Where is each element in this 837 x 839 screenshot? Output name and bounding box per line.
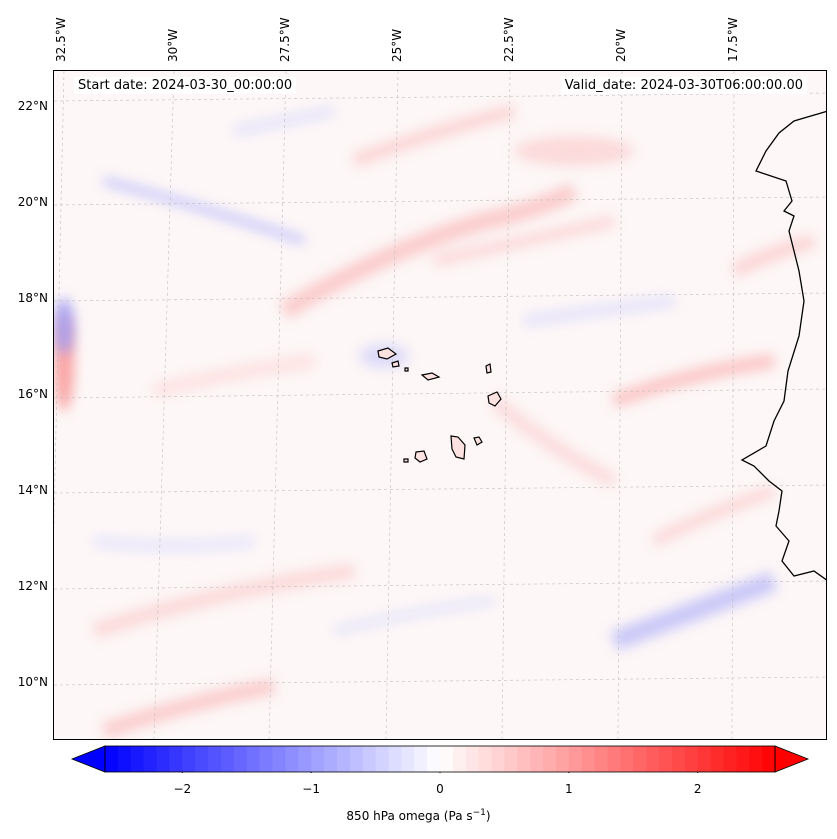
longitude-label: 17.5°W (726, 17, 740, 62)
omega-field-map (54, 71, 826, 739)
colorbar-cell (671, 746, 686, 772)
colorbar-cell (659, 746, 673, 772)
colorbar-cell (684, 746, 699, 772)
cape-verde-islands (377, 347, 502, 463)
colorbar-cell (324, 746, 338, 772)
colorbar-cell (555, 746, 570, 772)
colorbar-cell (362, 746, 377, 772)
colorbar-tick-label: 2 (693, 782, 702, 796)
latitude-label: 20°N (17, 195, 48, 209)
africa-coastline (740, 110, 826, 581)
colorbar-cell (478, 746, 493, 772)
colorbar-cell (182, 746, 196, 772)
colorbar-min-extension (70, 745, 106, 773)
colorbar-cell (697, 746, 712, 772)
colorbar-cell (530, 746, 544, 772)
map-panel (53, 70, 827, 740)
colorbar-cell (336, 746, 351, 772)
colorbar-cell (233, 746, 248, 772)
latitude-label: 18°N (17, 291, 48, 305)
colorbar-cell (710, 746, 724, 772)
negative-omega-areas (54, 105, 778, 651)
valid-date-label: Valid_date: 2024-03-30T06:00:00.00 (560, 77, 807, 94)
field-background (54, 71, 826, 739)
colorbar-cell (568, 746, 583, 772)
colorbar-cell (208, 746, 222, 772)
colorbar-cell (749, 746, 763, 772)
colorbar-tickmarks (181, 772, 699, 773)
colorbar-cell (440, 746, 454, 772)
colorbar-cell (388, 746, 402, 772)
start-date-label: Start date: 2024-03-30_00:00:00 (74, 77, 297, 94)
colorbar-cell (633, 746, 647, 772)
colorbar-cell (581, 746, 596, 772)
colorbar-cell (452, 746, 467, 772)
positive-omega-areas (54, 104, 816, 739)
colorbar-cell (427, 746, 441, 772)
colorbar-cell (491, 746, 505, 772)
colorbar-cell (723, 746, 737, 772)
colorbar-tick-label: 0 (436, 782, 444, 796)
latitude-label: 12°N (17, 579, 48, 593)
colorbar-label-exponent: −1 (472, 808, 486, 818)
longitude-label: 20°W (614, 28, 628, 62)
colorbar-cell (246, 746, 261, 772)
colorbar-cell (517, 746, 531, 772)
colorbar-cell (311, 746, 325, 772)
colorbar-cell (620, 746, 634, 772)
colorbar-cell (646, 746, 660, 772)
colorbar-label-suffix: ) (485, 809, 491, 823)
colorbar-cell (349, 746, 364, 772)
colorbar-label: 850 hPa omega (Pa s−1) (0, 808, 837, 823)
colorbar-cell (117, 746, 132, 772)
colorbar (70, 745, 810, 773)
colorbar-cell (130, 746, 145, 772)
latitude-label: 16°N (17, 387, 48, 401)
latitude-label: 10°N (17, 675, 48, 689)
graticule (54, 71, 826, 739)
colorbar-cell (105, 746, 119, 772)
colorbar-cell (195, 746, 209, 772)
colorbar-cell (259, 746, 273, 772)
longitude-label: 32.5°W (54, 17, 68, 62)
longitude-label: 25°W (390, 28, 404, 62)
latitude-label: 22°N (17, 99, 48, 113)
latitude-label: 14°N (17, 483, 48, 497)
colorbar-cells (105, 746, 776, 772)
colorbar-cell (298, 746, 312, 772)
colorbar-cell (156, 746, 170, 772)
colorbar-tick-label: −2 (173, 782, 192, 796)
colorbar-cell (504, 746, 518, 772)
colorbar-tick-label: 1 (565, 782, 573, 796)
colorbar-cell (607, 746, 621, 772)
longitude-label: 30°W (166, 28, 180, 62)
colorbar-cell (401, 746, 415, 772)
colorbar-cell (375, 746, 389, 772)
longitude-label: 27.5°W (278, 17, 292, 62)
colorbar-cell (594, 746, 608, 772)
colorbar-cell (465, 746, 480, 772)
colorbar-cell (762, 746, 776, 772)
colorbar-label-prefix: 850 hPa omega (Pa s (346, 809, 473, 823)
colorbar-cell (169, 746, 183, 772)
colorbar-cell (285, 746, 299, 772)
colorbar-max-extension (774, 745, 810, 773)
colorbar-cell (736, 746, 750, 772)
colorbar-tick-label: −1 (302, 782, 320, 796)
colorbar-cell (143, 746, 158, 772)
colorbar-cell (272, 746, 286, 772)
longitude-label: 22.5°W (502, 17, 516, 62)
colorbar-cell (414, 746, 428, 772)
colorbar-cell (220, 746, 235, 772)
colorbar-cell (543, 746, 557, 772)
